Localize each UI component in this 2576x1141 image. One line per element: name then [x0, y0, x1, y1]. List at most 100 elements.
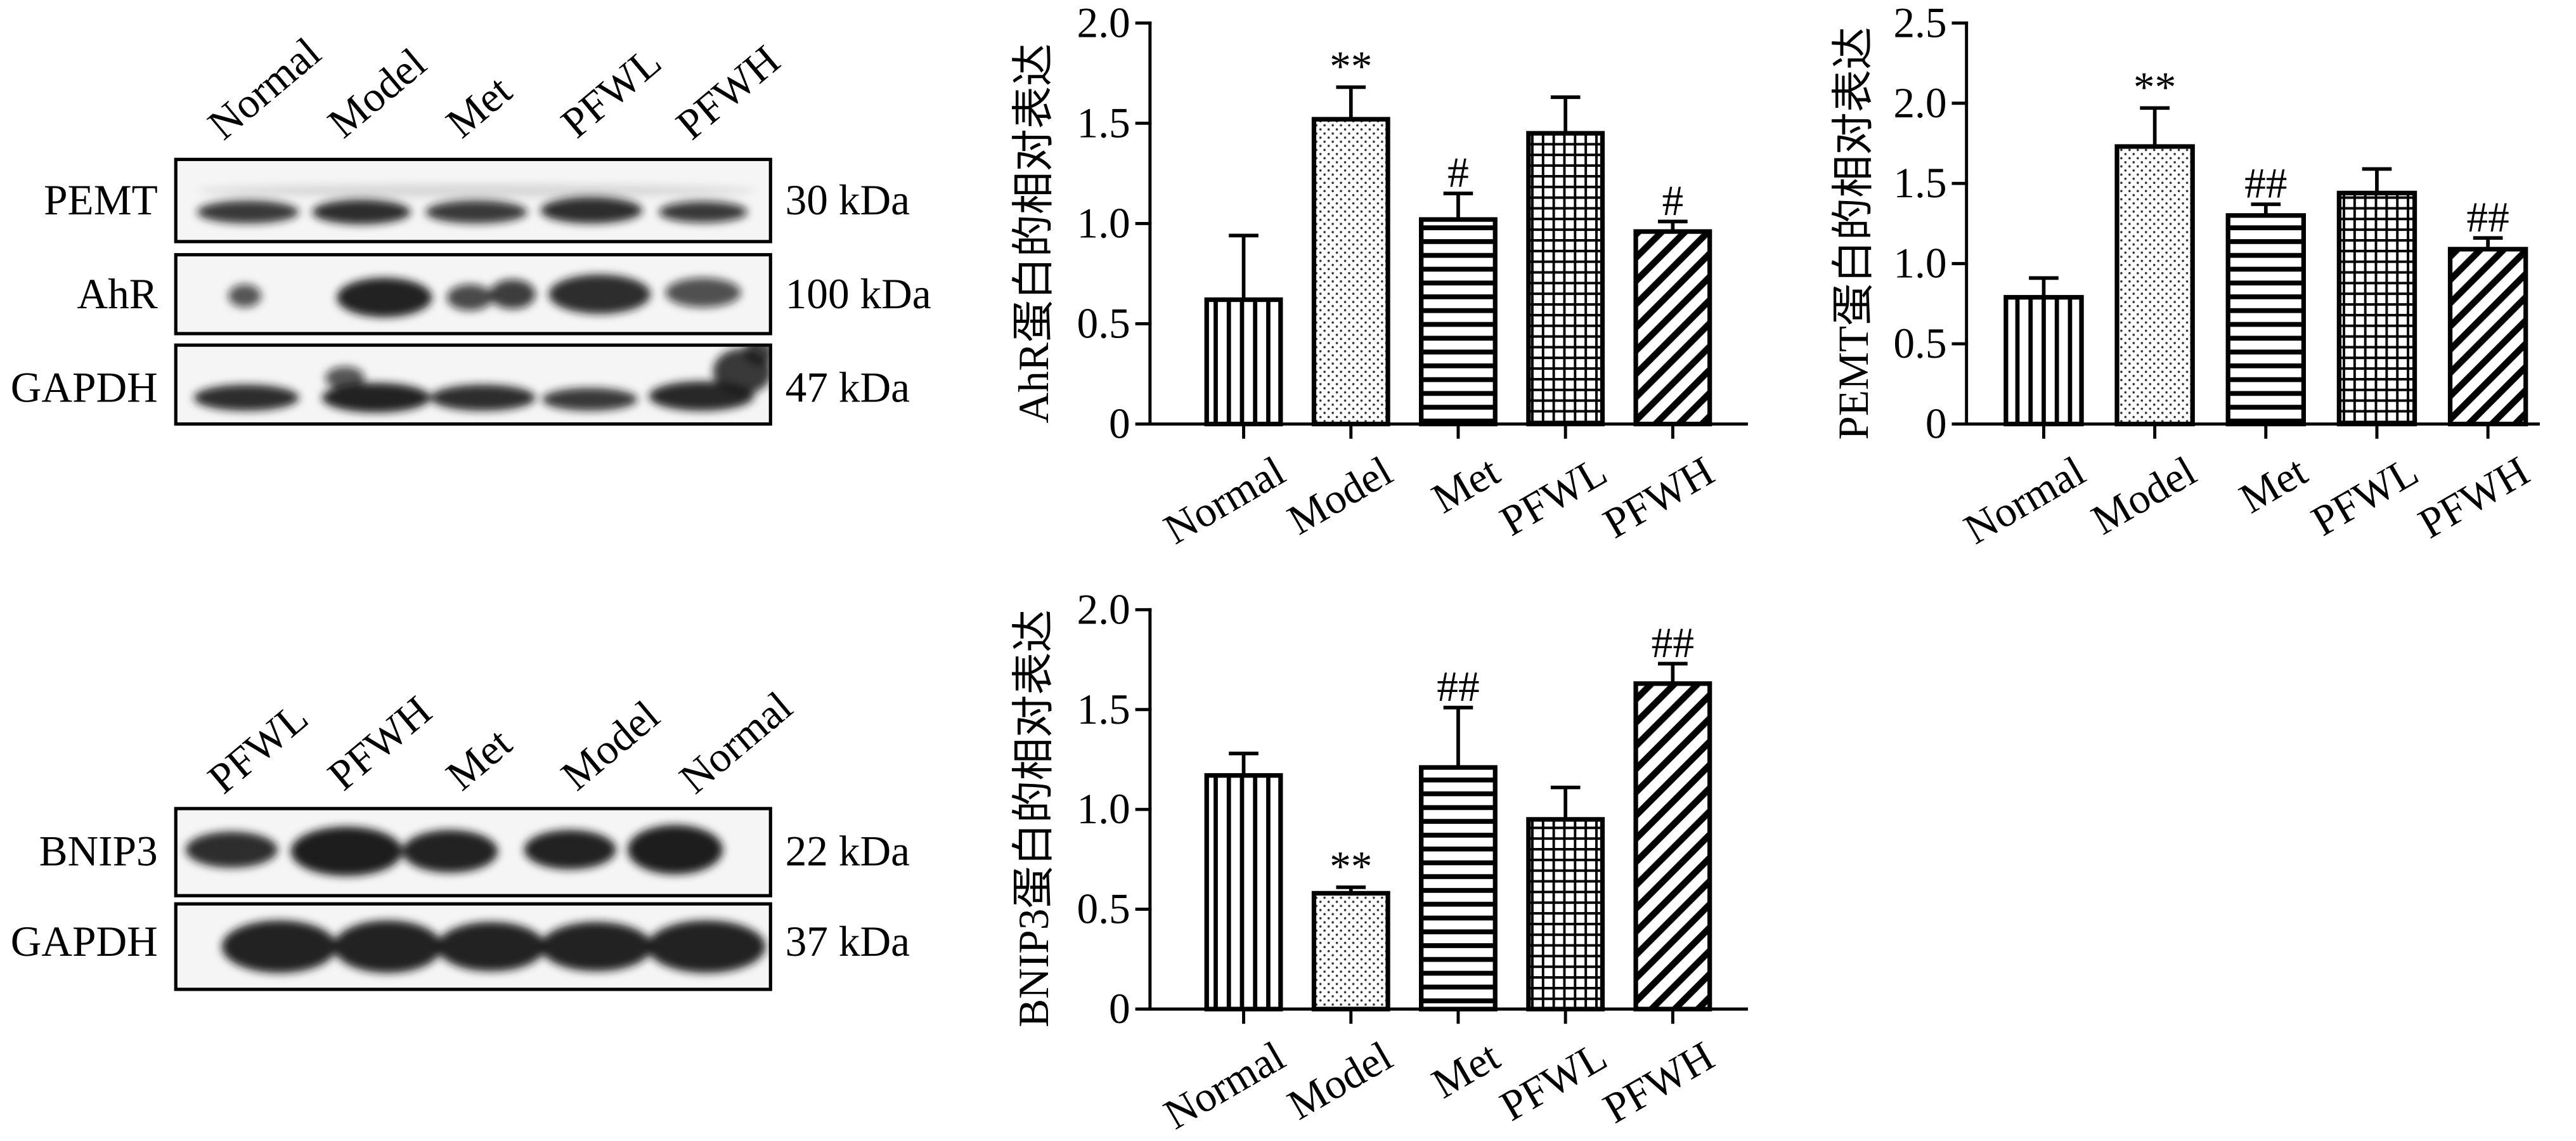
protein-band: [290, 826, 403, 877]
lane-label-met: Met: [437, 66, 521, 147]
lane-label-pfwl: PFWL: [552, 37, 670, 147]
y-tick-label: 0: [1109, 400, 1130, 448]
significance-label-met: ##: [1437, 663, 1479, 710]
bar-normal: [1204, 297, 1283, 427]
y-tick-label: 2.0: [1077, 0, 1130, 46]
lane-label-normal: Normal: [671, 682, 801, 803]
error-bar-pfwl: [1550, 785, 1581, 819]
error-bar-pfwh: [1658, 662, 1688, 684]
error-bar-met: [2251, 202, 2281, 216]
y-tick-label: 2.0: [1893, 79, 1946, 127]
western-blot-panel-top: Normal Model Met PFWL PFWH PEMT 30 kDa A…: [11, 29, 931, 426]
lane-label-pfwh: PFWH: [319, 687, 441, 800]
x-tick-label-pfwl: PFWL: [2303, 447, 2426, 545]
significance-label-pfwh: ##: [1652, 619, 1694, 667]
error-bar-model: [1336, 85, 1366, 120]
x-tick-label-model: Model: [2083, 447, 2204, 544]
error-bar-met: [1443, 192, 1473, 220]
y-tick-label: 2.0: [1077, 585, 1130, 633]
protein-band: [185, 831, 278, 868]
x-tick-label-met: Met: [1424, 1032, 1508, 1107]
mw-label-ahr: 100 kDa: [786, 270, 931, 318]
protein-band: [489, 279, 536, 310]
y-tick-label: 0: [1109, 985, 1130, 1033]
protein-band: [312, 199, 411, 225]
protein-band: [665, 277, 741, 308]
y-axis-label: BNIP3蛋白的相对表达: [1010, 610, 1058, 1027]
mw-label-gapdh: 37 kDa: [786, 918, 910, 965]
protein-band: [627, 825, 723, 875]
significance-label-pfwh: ##: [2466, 193, 2509, 241]
x-tick-label-model: Model: [1279, 447, 1400, 544]
protein-label-gapdh: GAPDH: [11, 364, 158, 412]
bar-normal: [1204, 773, 1283, 1012]
protein-band: [321, 382, 430, 413]
protein-band: [540, 922, 652, 972]
significance-label-met: #: [1447, 149, 1469, 197]
y-tick-label: 1.5: [1893, 159, 1946, 207]
protein-band: [221, 920, 337, 973]
y-tick-label: 0.5: [1077, 299, 1130, 347]
error-bar-pfwh: [2473, 236, 2503, 249]
error-bar-normal: [1229, 752, 1259, 776]
protein-band: [647, 920, 766, 973]
lane-label-met: Met: [437, 719, 521, 799]
band-strip-gapdh: [221, 920, 766, 973]
protein-band: [228, 284, 262, 308]
lane-label-normal: Normal: [199, 29, 330, 149]
protein-band-smear: [325, 366, 365, 390]
y-tick-label: 1.5: [1077, 99, 1130, 147]
bar-met: [1419, 765, 1498, 1012]
error-bar-pfwh: [1658, 219, 1688, 232]
protein-band: [430, 384, 536, 411]
y-tick-label: 1.0: [1893, 240, 1946, 287]
bar-charts: 00.51.01.52.0AhR蛋白的相对表达NormalModel**Met#…: [1010, 0, 2540, 1138]
y-axis-label: AhR蛋白的相对表达: [1010, 44, 1058, 424]
mw-label-pemt: 30 kDa: [786, 176, 910, 224]
x-tick-label-met: Met: [1424, 447, 1508, 523]
bar-met: [2225, 213, 2307, 427]
x-tick-label-pfwh: PFWH: [1595, 1032, 1722, 1133]
mw-label-bnip3: 22 kDa: [786, 827, 910, 875]
protein-band: [437, 922, 546, 972]
western-blot-panel-bottom: PFWL PFWH Met Model Normal BNIP3 22 kDa …: [11, 682, 910, 991]
y-tick-label: 0: [1926, 400, 1947, 448]
significance-label-model: **: [1330, 42, 1372, 90]
error-bar-model: [2140, 106, 2170, 147]
band-strip-bnip3: [185, 825, 723, 877]
error-bar-normal: [1229, 233, 1259, 300]
protein-band: [197, 200, 299, 224]
protein-band: [542, 388, 638, 411]
bar-normal: [2003, 295, 2084, 427]
significance-label-pfwh: #: [1662, 177, 1684, 225]
protein-band: [193, 384, 299, 411]
bar-model: [1311, 117, 1390, 427]
lane-label-pfwl: PFWL: [199, 693, 317, 803]
x-tick-label-pfwl: PFWL: [1492, 1032, 1615, 1130]
band-strip-pemt: [197, 184, 756, 225]
y-tick-label: 1.0: [1077, 785, 1130, 833]
significance-label-model: **: [2133, 63, 2176, 111]
y-tick-label: 1.0: [1077, 199, 1130, 247]
error-bar-normal: [2029, 276, 2059, 297]
x-tick-label-normal: Normal: [1956, 447, 2093, 554]
x-tick-label-normal: Normal: [1156, 447, 1293, 554]
x-tick-label-pfwl: PFWL: [1492, 447, 1615, 545]
error-bar-pfwl: [2362, 167, 2392, 193]
bar-model: [2114, 144, 2195, 427]
error-bar-model: [1336, 885, 1366, 894]
protein-band: [524, 830, 616, 870]
band-strip-gapdh: [193, 345, 771, 413]
protein-label-bnip3: BNIP3: [39, 827, 158, 875]
lane-label-model: Model: [552, 691, 668, 800]
protein-band: [659, 201, 748, 223]
bar-pfwh: [2447, 247, 2528, 427]
bar-pfwl: [1526, 131, 1605, 427]
x-tick-label-met: Met: [2232, 447, 2315, 523]
protein-band: [425, 200, 527, 224]
significance-label-met: ##: [2244, 160, 2287, 207]
protein-label-pemt: PEMT: [44, 176, 158, 224]
bar-pfwl: [1526, 817, 1605, 1012]
